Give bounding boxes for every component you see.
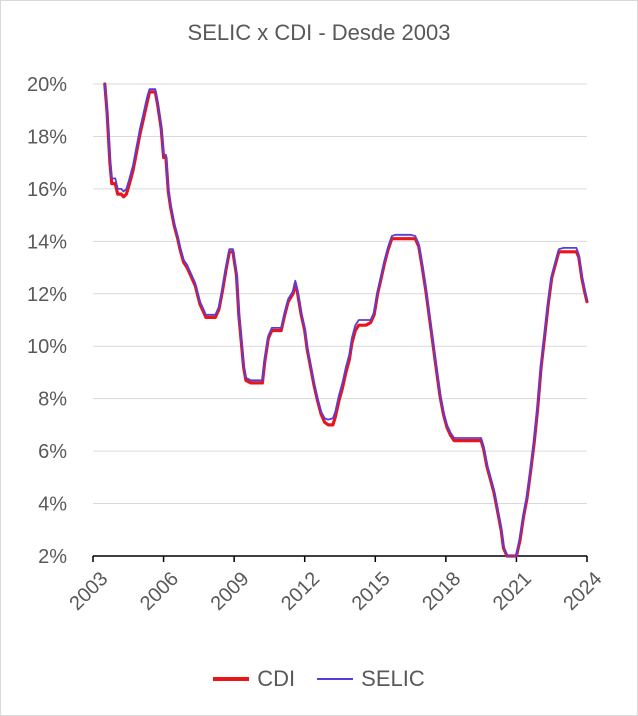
x-tick-label: 2012: [277, 568, 324, 615]
legend: CDI SELIC: [0, 666, 638, 692]
series-line-cdi: [103, 82, 589, 558]
y-tick-label: 12%: [27, 284, 67, 306]
legend-item-selic: SELIC: [317, 666, 425, 692]
chart-title: SELIC x CDI - Desde 2003: [187, 20, 451, 45]
y-tick-label: 10%: [27, 336, 67, 358]
x-tick-label: 2009: [207, 568, 254, 615]
x-tick-label: 2015: [348, 568, 395, 615]
y-tick-label: 14%: [27, 231, 67, 253]
x-tick-label: 2024: [559, 568, 606, 615]
y-tick-label: 8%: [38, 389, 67, 411]
gridlines: [93, 83, 587, 505]
y-axis-tick-labels: 2% 4% 6% 8% 10% 12% 14% 16% 18% 20%: [27, 74, 67, 568]
x-tick-label: 2021: [489, 568, 536, 615]
x-tick-label: 2006: [136, 568, 183, 615]
y-tick-label: 6%: [38, 441, 67, 463]
legend-label-selic: SELIC: [361, 666, 425, 691]
x-tick-label: 2018: [418, 568, 465, 615]
y-tick-label: 18%: [27, 126, 67, 148]
x-axis-tick-labels: 2003 2006 2009 2012 2015 2018 2021 2024: [65, 568, 606, 615]
y-tick-label: 2%: [38, 546, 67, 568]
series-lines: [103, 82, 589, 558]
legend-swatch-cdi: [213, 677, 250, 681]
y-tick-label: 20%: [27, 74, 67, 96]
series-line-selic: [103, 83, 588, 557]
y-tick-label: 16%: [27, 179, 67, 201]
legend-label-cdi: CDI: [257, 666, 296, 691]
x-tick-label: 2003: [65, 568, 112, 615]
x-axis: [92, 555, 588, 562]
legend-swatch-selic: [317, 678, 354, 680]
y-tick-label: 4%: [38, 494, 67, 516]
legend-item-cdi: CDI: [213, 666, 295, 692]
